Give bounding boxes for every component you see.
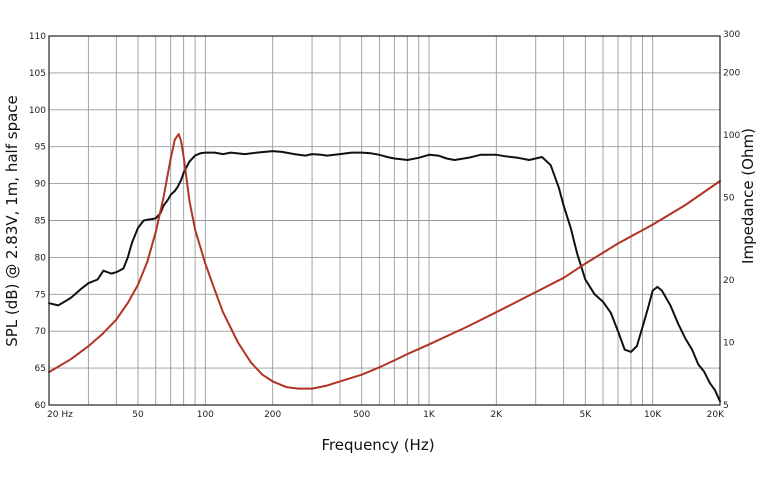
- left-axis-ticks: 60 65 70 75 80 85 90 95 100 105 110: [29, 32, 46, 411]
- y-tick-label: 85: [35, 217, 46, 227]
- y2-tick-label: 300: [723, 30, 740, 40]
- x-axis-title: Frequency (Hz): [321, 436, 434, 454]
- impedance-curve: [48, 133, 721, 390]
- x-tick-label: 200: [264, 410, 281, 420]
- x-tick-label: 20 Hz: [47, 410, 73, 420]
- y2-tick-label: 100: [723, 131, 740, 141]
- y-tick-label: 100: [29, 106, 46, 116]
- y-tick-label: 65: [35, 364, 46, 374]
- curves: [48, 133, 721, 403]
- y-tick-label: 80: [35, 253, 47, 263]
- y-tick-label: 60: [35, 401, 47, 411]
- y2-tick-label: 200: [723, 69, 740, 79]
- y-axis-title: SPL (dB) @ 2.83V, 1m, half space: [3, 95, 21, 347]
- x-tick-label: 500: [353, 410, 370, 420]
- x-tick-label: 20K: [707, 410, 725, 420]
- x-tick-label: 100: [197, 410, 214, 420]
- right-axis-ticks: 5 10 20 50 100 200 300: [723, 30, 740, 411]
- x-tick-label: 5K: [580, 410, 593, 420]
- y2-tick-label: 5: [723, 401, 729, 411]
- y-tick-label: 75: [35, 290, 46, 300]
- y-tick-label: 95: [35, 143, 46, 153]
- y-tick-label: 70: [35, 327, 47, 337]
- y-tick-label: 90: [35, 180, 47, 190]
- x-tick-label: 10K: [644, 410, 662, 420]
- x-tick-label: 50: [132, 410, 144, 420]
- x-tick-label: 2K: [491, 410, 504, 420]
- y2-tick-label: 20: [723, 276, 735, 286]
- y-tick-label: 105: [29, 69, 46, 79]
- y2-axis-title: Impedance (Ohm): [739, 128, 757, 264]
- plot-frame: [48, 35, 721, 406]
- grid: [49, 36, 720, 405]
- y-tick-label: 110: [29, 32, 46, 42]
- x-tick-label: 1K: [423, 410, 436, 420]
- bottom-axis-ticks: 20 Hz 50 100 200 500 1K 2K 5K 10K 20K: [47, 410, 725, 420]
- spl-curve: [48, 150, 721, 403]
- y2-tick-label: 10: [723, 339, 735, 349]
- y2-tick-label: 50: [723, 193, 735, 203]
